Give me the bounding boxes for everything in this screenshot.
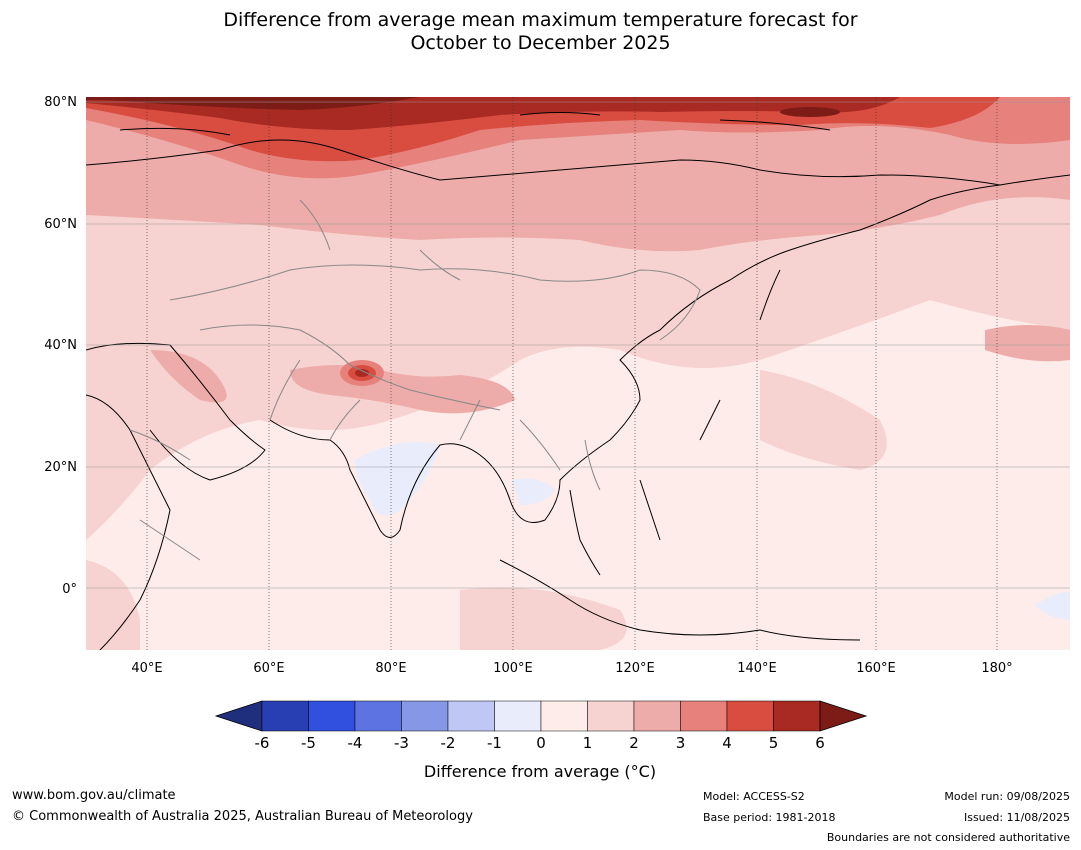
colorbar-tick-label: 5 — [769, 734, 779, 752]
longitude-labels: 40°E 60°E 80°E 100°E 120°E 140°E 160°E 1… — [131, 661, 1012, 676]
anomaly-above-6-patch — [780, 107, 840, 117]
colorbar-segment — [587, 700, 635, 732]
anomaly-1-to-2-patch-east — [760, 370, 887, 470]
colorbar-segment — [401, 700, 449, 732]
hotspot-inner — [355, 369, 369, 377]
lon-label-100e: 100°E — [493, 661, 533, 676]
colorbar-tick-label: 0 — [536, 734, 546, 752]
lon-label-140e: 140°E — [737, 661, 777, 676]
title-line-1: Difference from average mean maximum tem… — [223, 9, 858, 31]
meridians — [146, 97, 998, 650]
anomaly-cool-pacific — [1035, 591, 1070, 620]
lon-label-80e: 80°E — [375, 661, 406, 676]
colorbar-segment — [447, 700, 495, 732]
lat-label-20n: 20°N — [44, 460, 77, 475]
colorbar-tick-label: 4 — [722, 734, 732, 752]
colorbar-tick-label: -4 — [348, 734, 363, 752]
colorbar-segment — [773, 700, 821, 732]
footer-model: Model: ACCESS-S2 — [703, 790, 805, 803]
colorbar-tick-labels: -6 -5 -4 -3 -2 -1 0 1 2 3 4 5 6 — [255, 734, 825, 752]
anomaly-2-to-3-patch-iran — [150, 350, 227, 403]
footer-disclaimer: Boundaries are not considered authoritat… — [826, 831, 1070, 844]
lon-label-180: 180° — [981, 661, 1012, 676]
footer-base-period: Base period: 1981-2018 — [703, 811, 836, 824]
colorbar — [214, 700, 868, 732]
anomaly-1-to-2-patch-indonesia — [460, 587, 627, 650]
colorbar-tick-label: 3 — [676, 734, 686, 752]
colorbar-segment — [494, 700, 542, 732]
colorbar-tick-label: -6 — [255, 734, 270, 752]
colorbar-segment — [354, 700, 402, 732]
colorbar-segment — [633, 700, 681, 732]
colorbar-segment — [308, 700, 356, 732]
footer-copyright: © Commonwealth of Australia 2025, Austra… — [12, 809, 473, 824]
colorbar-tick-label: -2 — [441, 734, 456, 752]
lon-label-60e: 60°E — [253, 661, 284, 676]
anomaly-field — [86, 97, 1070, 650]
map-title: Difference from average mean maximum tem… — [0, 9, 1081, 55]
footer-url: www.bom.gov.au/climate — [12, 788, 176, 803]
title-line-2: October to December 2025 — [410, 32, 671, 54]
colorbar-tick-label: -1 — [487, 734, 502, 752]
lon-label-120e: 120°E — [615, 661, 655, 676]
lon-label-160e: 160°E — [856, 661, 896, 676]
anomaly-cool-india — [355, 442, 440, 516]
colorbar-tick-label: -5 — [301, 734, 316, 752]
colorbar-extend-low — [214, 700, 263, 732]
colorbar-extend-high — [819, 700, 868, 732]
colorbar-segment — [540, 700, 588, 732]
footer-issued: Issued: 11/08/2025 — [963, 811, 1070, 824]
anomaly-1-to-2-patch-africa — [86, 560, 140, 650]
colorbar-label: Difference from average (°C) — [424, 762, 656, 781]
footer-model-run: Model run: 09/08/2025 — [944, 790, 1070, 803]
lat-label-80n: 80°N — [44, 95, 77, 110]
lat-label-60n: 60°N — [44, 217, 77, 232]
anomaly-above-6-region — [86, 97, 420, 110]
colorbar-tick-label: -3 — [394, 734, 409, 752]
colorbar-segment — [680, 700, 728, 732]
lat-label-0: 0° — [62, 582, 77, 597]
country-borders — [129, 199, 701, 561]
parallels — [86, 101, 1070, 589]
lon-label-40e: 40°E — [131, 661, 162, 676]
lat-label-40n: 40°N — [44, 338, 77, 353]
colorbar-tick-label: 6 — [815, 734, 825, 752]
colorbar-segment — [726, 700, 774, 732]
anomaly-cool-indochina — [512, 478, 555, 505]
latitude-labels: 80°N 60°N 40°N 20°N 0° — [44, 95, 77, 597]
anomaly-2-to-3-patch-pacific — [985, 325, 1070, 362]
colorbar-tick-label: 1 — [583, 734, 593, 752]
coastlines — [86, 112, 1070, 650]
colorbar-tick-label: 2 — [629, 734, 639, 752]
colorbar-segment — [261, 700, 309, 732]
